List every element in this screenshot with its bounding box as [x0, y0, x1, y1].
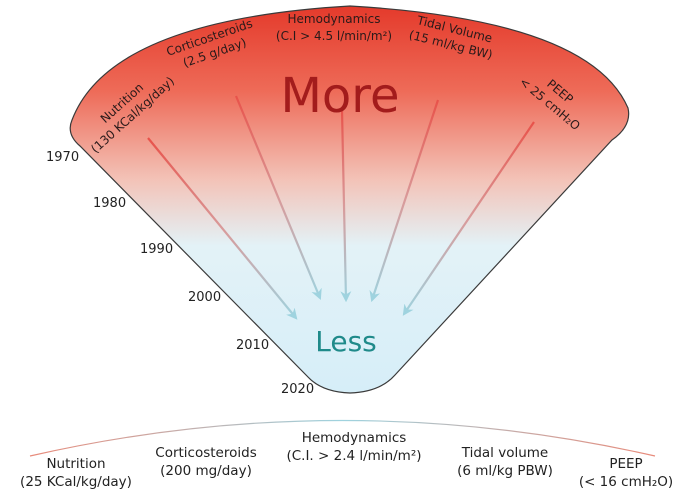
more-label: More: [281, 68, 400, 124]
year-2020: 2020: [281, 382, 315, 397]
bottom-label-tidal-volume-line2: (6 ml/kg PBW): [457, 463, 553, 479]
bottom-label-hemodynamics-line1: Hemodynamics: [301, 430, 407, 446]
bottom-label-hemodynamics: Hemodynamics (C.I. > 2.4 l/min/m²): [272, 429, 436, 465]
arrow-nutrition: [147, 137, 298, 320]
arrow-peep: [402, 121, 535, 316]
bottom-label-peep-line1: PEEP: [609, 456, 643, 472]
top-label-hemodynamics: Hemodynamics (C.I > 4.5 l/min/m²): [276, 12, 392, 43]
bottom-label-corticosteroids-line1: Corticosteroids: [155, 445, 257, 461]
ground-arc: [29, 419, 656, 457]
bottom-label-nutrition-line1: Nutrition: [46, 456, 106, 472]
bottom-label-tidal-volume-line1: Tidal volume: [461, 445, 549, 461]
arrow-corticosteroids: [234, 95, 322, 301]
fan-shape: [69, 5, 630, 394]
year-2010: 2010: [236, 338, 270, 353]
bottom-label-peep: PEEP (< 16 cmH₂O): [572, 455, 680, 491]
arrow-tidal-volume: [369, 99, 440, 303]
arrows-group: [147, 95, 535, 320]
bottom-label-tidal-volume: Tidal volume (6 ml/kg PBW): [445, 444, 565, 480]
bottom-label-peep-line2: (< 16 cmH₂O): [578, 474, 674, 490]
bottom-label-nutrition-line2: (25 KCal/kg/day): [20, 474, 132, 490]
bottom-label-corticosteroids-line2: (200 mg/day): [160, 463, 252, 479]
bottom-label-corticosteroids: Corticosteroids (200 mg/day): [143, 444, 269, 480]
top-label-hemodynamics-line1: Hemodynamics: [288, 12, 381, 26]
arrow-hemodynamics: [340, 109, 352, 303]
year-2000: 2000: [188, 290, 222, 305]
less-label: Less: [315, 325, 377, 358]
year-1990: 1990: [140, 242, 174, 257]
bottom-label-hemodynamics-line2: (C.I. > 2.4 l/min/m²): [286, 448, 422, 464]
bottom-label-nutrition: Nutrition (25 KCal/kg/day): [6, 455, 146, 491]
top-label-hemodynamics-line2: (C.I > 4.5 l/min/m²): [276, 29, 392, 43]
year-1980: 1980: [93, 196, 127, 211]
year-1970: 1970: [46, 150, 80, 165]
